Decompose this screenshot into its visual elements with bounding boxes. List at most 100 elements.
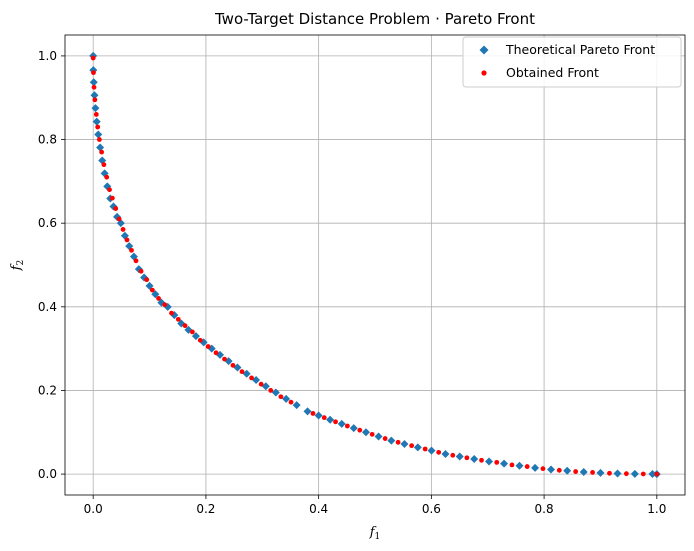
obtained-point [91, 84, 97, 90]
theoretical-point [485, 457, 494, 466]
obtained-point [249, 375, 254, 381]
obtained-point [509, 462, 515, 468]
obtained-point [654, 471, 660, 477]
y-tick-label: 0.6 [38, 216, 57, 230]
theoretical-point [242, 369, 251, 378]
obtained-point [494, 459, 500, 465]
obtained-point [310, 411, 316, 416]
theoretical-point [96, 143, 105, 152]
obtained-point [556, 467, 562, 473]
obtained-point [268, 388, 274, 393]
x-tick-label: 0.0 [84, 502, 103, 516]
obtained-point [640, 471, 646, 477]
theoretical-point [630, 469, 639, 478]
obtained-point [590, 470, 595, 475]
obtained-point [162, 302, 168, 308]
obtained-point [524, 464, 530, 469]
obtained-point [138, 268, 144, 274]
obtained-point [197, 337, 203, 343]
obtained-point [409, 443, 415, 449]
theoretical-point [413, 443, 422, 452]
obtained-point [464, 455, 470, 461]
obtained-point [113, 206, 119, 211]
theoretical-point [337, 419, 346, 428]
theoretical-point [596, 468, 605, 477]
legend: Theoretical Pareto Front Obtained Front [462, 36, 682, 88]
obtained-point [321, 415, 327, 421]
obtained-point [91, 70, 96, 76]
obtained-point [540, 466, 546, 472]
theoretical-point [233, 363, 242, 372]
theoretical-point [252, 376, 261, 384]
obtained-point [450, 452, 456, 458]
legend-marker-theoretical [479, 45, 489, 55]
obtained-point [369, 431, 375, 437]
obtained-point [573, 469, 579, 474]
theoretical-point [563, 466, 572, 475]
theoretical-point [387, 436, 396, 445]
theoretical-point [91, 104, 100, 113]
obtained-point [288, 399, 294, 405]
theoretical-point [314, 411, 323, 420]
theoretical-series [89, 51, 661, 479]
obtained-point [169, 310, 174, 316]
x-tick-label: 0.4 [309, 502, 328, 516]
obtained-point [133, 258, 139, 264]
obtained-point [104, 174, 110, 180]
obtained-point [124, 237, 130, 243]
obtained-point [92, 97, 98, 103]
obtained-point [156, 296, 161, 301]
obtained-point [623, 471, 629, 477]
legend-label-theoretical: Theoretical Pareto Front [505, 42, 655, 57]
obtained-point [382, 436, 388, 441]
theoretical-point [361, 428, 370, 437]
y-axis-label: f2 [9, 260, 26, 272]
obtained-point [333, 419, 338, 425]
obtained-point [120, 227, 126, 232]
theoretical-point [531, 463, 540, 472]
theoretical-point [191, 332, 200, 341]
obtained-point [258, 381, 264, 387]
obtained-point [93, 112, 99, 117]
x-tick-label: 0.6 [422, 502, 441, 516]
theoretical-point [292, 401, 301, 410]
grid [65, 35, 685, 495]
theoretical-point [500, 459, 509, 468]
obtained-point [213, 350, 219, 356]
obtained-point [189, 329, 195, 335]
theoretical-point [613, 469, 622, 478]
theoretical-point [94, 130, 103, 139]
plot-area-points [89, 51, 661, 479]
y-tick-label: 0.0 [38, 467, 57, 481]
theoretical-point [303, 407, 312, 416]
chart-title: Two-Target Distance Problem · Pareto Fro… [214, 10, 535, 28]
obtained-point [175, 316, 181, 322]
obtained-point [607, 470, 612, 476]
x-tick-label: 0.8 [535, 502, 554, 516]
obtained-point [479, 457, 484, 463]
obtained-point [222, 356, 227, 362]
x-tick-label: 0.2 [196, 502, 215, 516]
theoretical-point [400, 439, 409, 448]
obtained-point [278, 394, 284, 400]
obtained-point [182, 323, 188, 329]
y-tick-label: 0.4 [38, 300, 57, 314]
theoretical-point [374, 432, 383, 441]
plot-frame [64, 34, 686, 496]
y-tick-label: 1.0 [38, 49, 57, 63]
theoretical-point [282, 394, 291, 403]
obtained-point [95, 124, 101, 130]
theoretical-point [120, 231, 129, 240]
theoretical-point [441, 450, 450, 459]
theoretical-point [92, 117, 101, 126]
theoretical-point [261, 382, 270, 391]
x-tick-label: 1.0 [647, 502, 666, 516]
theoretical-point [349, 424, 358, 433]
y-tick-label: 0.2 [38, 383, 57, 397]
obtained-point [205, 344, 211, 349]
theoretical-point [90, 91, 99, 100]
theoretical-point [326, 415, 335, 424]
legend-box [462, 36, 682, 88]
theoretical-point [515, 461, 524, 470]
